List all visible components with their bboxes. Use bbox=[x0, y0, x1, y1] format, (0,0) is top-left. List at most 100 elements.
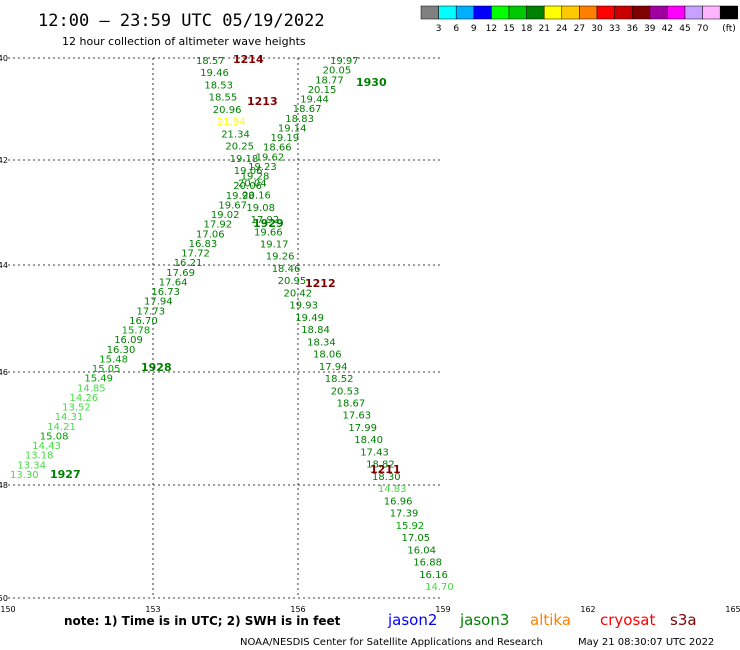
swh-label: 20.16 bbox=[242, 191, 271, 202]
colorbar-swatch bbox=[455, 5, 475, 20]
colorbar-swatch bbox=[719, 5, 739, 20]
satellite-legend-item: s3a bbox=[670, 611, 697, 629]
y-tick-label: -50 bbox=[0, 594, 8, 603]
pass-time-label: 1211 bbox=[370, 463, 401, 476]
swh-label: 16.96 bbox=[384, 496, 413, 507]
swh-label: 21.94 bbox=[217, 117, 246, 128]
swh-label: 18.67 bbox=[337, 399, 366, 410]
swh-label: 18.34 bbox=[307, 337, 336, 348]
x-tick-label: 153 bbox=[145, 605, 160, 614]
colorbar-tick-label: 24 bbox=[556, 24, 568, 34]
swh-label: 17.94 bbox=[319, 362, 348, 373]
swh-label: 18.82 bbox=[366, 460, 395, 471]
satellite-legend-item: jason3 bbox=[459, 611, 509, 629]
pass-time-label: 1212 bbox=[305, 277, 336, 290]
swh-label: 13.52 bbox=[62, 403, 91, 414]
swh-label: 20.42 bbox=[284, 288, 313, 299]
swh-label: 14.26 bbox=[70, 393, 99, 404]
pass-time-label: 1927 bbox=[50, 468, 81, 481]
satellite-legend: jason2 jason3 altika cryosat s3a bbox=[387, 611, 697, 629]
chart-title: 12:00 – 23:59 UTC 05/19/2022 bbox=[38, 11, 325, 31]
swh-label: 18.46 bbox=[272, 264, 301, 275]
swh-label: 18.52 bbox=[325, 374, 354, 385]
colorbar-swatch bbox=[631, 5, 651, 20]
x-tick-label: 156 bbox=[290, 605, 305, 614]
swh-label: 15.08 bbox=[40, 432, 69, 443]
colorbar-tick-label: 12 bbox=[486, 24, 497, 34]
colorbar-tick-label: 30 bbox=[591, 24, 603, 34]
pass-time-label: 1214 bbox=[233, 53, 264, 66]
swh-label: 19.17 bbox=[260, 240, 289, 251]
swh-label: 16.21 bbox=[174, 258, 203, 269]
swh-label: 20.96 bbox=[213, 105, 242, 116]
colorbar-tick-label: 42 bbox=[662, 24, 673, 34]
colorbar-swatch bbox=[579, 5, 598, 20]
swh-label: 21.34 bbox=[221, 129, 250, 140]
x-tick-label: 165 bbox=[725, 605, 740, 614]
y-tick-label: -46 bbox=[0, 368, 8, 377]
swh-label: 15.49 bbox=[84, 374, 113, 385]
swh-label: 18.55 bbox=[209, 93, 238, 104]
colorbar-swatch bbox=[649, 5, 668, 20]
swh-label: 17.05 bbox=[402, 533, 431, 544]
swh-label: 18.66 bbox=[263, 143, 292, 154]
colorbar-tick-label: 15 bbox=[503, 24, 514, 34]
colorbar-swatch bbox=[491, 5, 510, 20]
footer-credit: NOAA/NESDIS Center for Satellite Applica… bbox=[240, 637, 543, 648]
colorbar-swatch bbox=[526, 5, 545, 20]
swh-label: 18.57 bbox=[196, 56, 225, 67]
footer-timestamp: May 21 08:30:07 UTC 2022 bbox=[578, 637, 714, 648]
y-tick-label: -42 bbox=[0, 156, 8, 165]
colorbar-unit: (ft) bbox=[722, 24, 736, 34]
colorbar-tick-label: 27 bbox=[574, 24, 585, 34]
colorbar-tick-label: 9 bbox=[471, 24, 477, 34]
swh-label: 13.34 bbox=[17, 460, 46, 471]
x-axis-ticks: 150 153 156 159 162 165 bbox=[0, 605, 740, 614]
swh-label: 17.94 bbox=[144, 297, 173, 308]
swh-label: 19.08 bbox=[246, 203, 275, 214]
chart-subtitle: 12 hour collection of altimeter wave hei… bbox=[62, 35, 306, 48]
swh-label: 14.83 bbox=[378, 484, 407, 495]
swh-label: 19.93 bbox=[289, 301, 318, 312]
swh-label: 16.04 bbox=[407, 545, 436, 556]
swh-label: 19.18 bbox=[230, 154, 259, 165]
colorbar-tick-label: 36 bbox=[626, 24, 638, 34]
swh-label: 19.67 bbox=[218, 200, 247, 211]
swh-label: 19.02 bbox=[211, 210, 240, 221]
pass-time-labels: 1927 1928 1929 1930 1211 1212 1213 1214 bbox=[50, 53, 401, 481]
swh-label: 17.43 bbox=[360, 447, 389, 458]
plot-area: 150 153 156 159 162 165 -40 -42 -44 -46 -48 -50 13… bbox=[0, 53, 740, 614]
swh-label: 20.53 bbox=[331, 386, 360, 397]
colorbar-swatch bbox=[420, 5, 439, 20]
swh-label: 19.14 bbox=[278, 123, 307, 134]
satellite-legend-item: jason2 bbox=[387, 611, 437, 629]
swh-label: 17.92 bbox=[204, 220, 233, 231]
swh-label: 14.70 bbox=[425, 582, 454, 593]
x-tick-label: 162 bbox=[580, 605, 595, 614]
swh-label: 18.83 bbox=[285, 114, 314, 125]
swh-label: 20.25 bbox=[225, 142, 254, 153]
swh-label: 16.30 bbox=[107, 345, 136, 356]
swh-label: 19.23 bbox=[248, 162, 277, 173]
swh-label: 14.21 bbox=[47, 422, 76, 433]
swh-label: 17.69 bbox=[166, 268, 195, 279]
colorbar-tick-label: 6 bbox=[453, 24, 459, 34]
swh-label: 20.15 bbox=[308, 85, 337, 96]
swh-label: 19.06 bbox=[234, 166, 263, 177]
colorbar-swatch bbox=[543, 5, 563, 20]
swh-label: 13.30 bbox=[10, 470, 39, 481]
colorbar-tick-label: 18 bbox=[521, 24, 533, 34]
swh-label: 16.16 bbox=[419, 570, 448, 581]
swh-label: 20.06 bbox=[233, 181, 262, 192]
swh-label: 19.46 bbox=[200, 68, 229, 79]
swh-label: 17.06 bbox=[196, 229, 225, 240]
colorbar-tick-label: 70 bbox=[697, 24, 709, 34]
y-tick-label: -44 bbox=[0, 261, 8, 270]
y-tick-label: -40 bbox=[0, 54, 8, 63]
colorbar-swatch bbox=[684, 5, 703, 20]
swh-label: 19.62 bbox=[256, 152, 285, 163]
colorbar-tick-label: 33 bbox=[609, 24, 620, 34]
swh-label: 19.97 bbox=[330, 56, 359, 67]
swh-label: 15.78 bbox=[122, 326, 151, 337]
